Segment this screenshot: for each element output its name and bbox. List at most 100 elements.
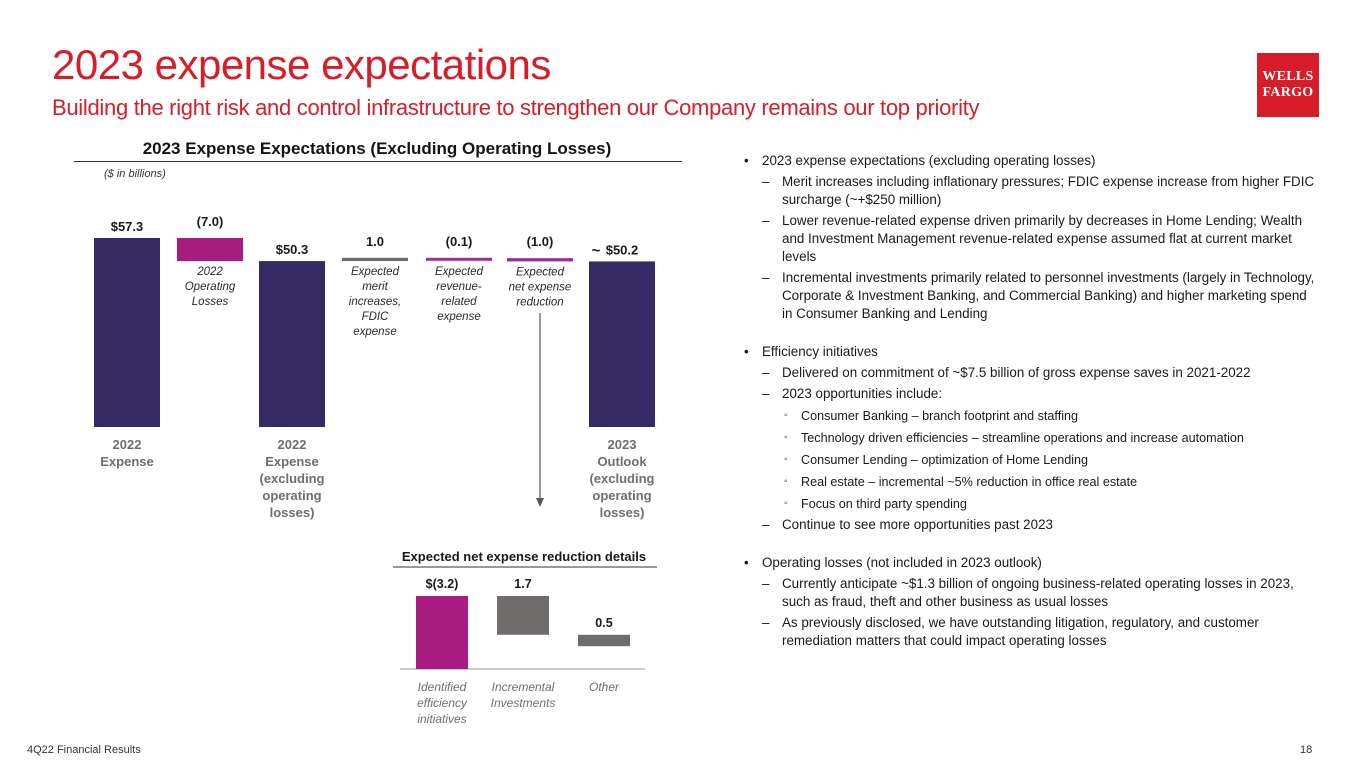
bar-description: net expense — [509, 281, 572, 293]
detail-chart-title: Expected net expense reduction details — [402, 549, 646, 564]
detail-category-label: initiatives — [417, 712, 466, 726]
sub-bullet: – Lower revenue-related expense driven pr… — [762, 213, 1303, 264]
sub-bullet: – Merit increases including inflationary … — [762, 174, 1315, 207]
bar-outlook2023 — [589, 261, 655, 427]
category-label: Expense — [100, 454, 153, 469]
bar-exp2022x — [259, 261, 325, 427]
bar-description: Operating — [185, 281, 236, 293]
bullet-efficiency-heading: Efficiency initiatives — [762, 344, 878, 359]
sub-bullet: – Incremental investments primarily relat… — [762, 270, 1315, 321]
bar-description: expense — [437, 311, 480, 323]
logo-line-2: FARGO — [1262, 85, 1314, 100]
arrow-head-icon — [536, 498, 544, 507]
bar-description: Expected — [351, 266, 400, 278]
chart-title-rule — [74, 161, 682, 162]
units-note: ($ in billions) — [104, 168, 166, 180]
bar-description: merit — [362, 281, 388, 293]
category-label: losses) — [270, 505, 315, 520]
bullet-expenses-heading: 2023 expense expectations (excluding ope… — [762, 153, 1096, 168]
bar-description: FDIC — [362, 311, 390, 323]
bullet-marker: • — [744, 555, 749, 570]
detail-category-label: Identified — [418, 680, 467, 694]
sub-bullet: –2023 opportunities include: — [762, 386, 943, 401]
sub-sub-bullet: ◦ Focus on third party spending — [784, 497, 967, 511]
bar-description: Expected — [516, 266, 565, 278]
bullet-marker: • — [744, 344, 749, 359]
bar-label-exp2022: $57.3 — [111, 219, 144, 234]
approx-prefix-outlook2023: ~ — [592, 242, 601, 259]
category-label: Expense — [265, 454, 318, 469]
sub-bullet-text: Lower revenue-related expense driven pri… — [782, 213, 1303, 264]
category-label: operating — [592, 488, 651, 503]
sub-bullet-text: Merit increases including inflationary p… — [782, 174, 1315, 207]
category-label: losses) — [600, 505, 645, 520]
commentary-bullets: • 2023 expense expectations (excluding op… — [744, 152, 1319, 650]
sub-bullet-text: As previously disclosed, we have outstan… — [782, 615, 1259, 648]
bar-exp2022 — [94, 238, 160, 427]
sub-bullet-text: Currently anticipate ~$1.3 billion of on… — [782, 576, 1294, 609]
bullet-oplosses-heading: Operating losses (not included in 2023 o… — [762, 555, 1042, 570]
detail-category-label: Investments — [491, 696, 556, 710]
sub-bullet: – As previously disclosed, we have outsta… — [762, 615, 1259, 648]
bullet-efficiency: • Efficiency initiatives — [744, 343, 1319, 361]
bar-label-exp2022x: $50.3 — [276, 242, 309, 257]
detail-bar-2 — [578, 634, 630, 647]
logo-line-1: WELLS — [1262, 69, 1314, 84]
page-number: 18 — [1300, 744, 1313, 756]
sub-sub-bullet: ◦ Real estate – incremental ~5% reduction… — [784, 475, 1138, 489]
footer-label: 4Q22 Financial Results — [27, 744, 141, 756]
detail-bar-label: 1.7 — [514, 577, 531, 591]
sub-sub-bullet-text: Technology driven efficiencies – streaml… — [801, 431, 1244, 445]
category-label: (excluding — [589, 471, 654, 486]
waterfall-chart-title: 2023 Expense Expectations (Excluding Ope… — [142, 139, 612, 158]
sub-sub-bullet: ◦ Consumer Banking – branch footprint and… — [784, 409, 1079, 423]
sub-bullet: – Delivered on commitment of ~$7.5 billio… — [762, 365, 1251, 380]
detail-bar-label: $(3.2) — [426, 577, 459, 591]
category-label: operating — [262, 488, 321, 503]
bar-merit — [342, 257, 408, 262]
bar-description: revenue- — [436, 281, 482, 293]
sub-sub-bullet-text: Consumer Banking – branch footprint and … — [801, 409, 1079, 423]
bar-description: related — [441, 296, 477, 308]
category-label: Outlook — [597, 454, 647, 469]
detail-bar-1 — [497, 596, 549, 635]
wells-fargo-logo: WELLS FARGO — [1257, 53, 1319, 117]
bar-label-outlook2023: $50.2 — [606, 242, 639, 257]
bar-label-oplosses: (7.0) — [197, 214, 224, 229]
sub-bullet-text: 2023 opportunities include: — [782, 386, 943, 401]
bullet-operating-losses: • Operating losses (not included in 2023 … — [744, 554, 1319, 572]
detail-bar-0 — [416, 596, 468, 669]
sub-bullet: – Continue to see more opportunities past… — [762, 517, 1053, 532]
page-title: 2023 expense expectations — [52, 41, 551, 88]
bar-description: 2022 — [196, 266, 223, 278]
detail-category-label: Incremental — [492, 680, 555, 694]
sub-bullet-text: Incremental investments primarily relate… — [782, 270, 1315, 321]
category-label: 2022 — [278, 437, 307, 452]
category-label: 2023 — [608, 437, 637, 452]
sub-sub-bullet-text: Consumer Lending – optimization of Home … — [801, 453, 1089, 467]
sub-bullet: – Currently anticipate ~$1.3 billion of o… — [762, 576, 1294, 609]
expense-charts: $57.3 2022 Expense (7.0) 2022 Operating Losses… — [94, 214, 657, 726]
detail-category-label: Other — [589, 680, 620, 694]
bar-description: Losses — [192, 296, 229, 308]
detail-bar-label: 0.5 — [595, 616, 612, 630]
bullet-marker: • — [744, 153, 749, 168]
bar-description: Expected — [435, 266, 484, 278]
bar-label-netred: (1.0) — [527, 234, 554, 249]
sub-sub-bullet-text: Real estate – incremental ~5% reduction … — [801, 475, 1138, 489]
bar-label-merit: 1.0 — [366, 234, 384, 249]
bar-description: reduction — [516, 296, 563, 308]
bar-revenue — [426, 257, 492, 261]
sub-bullet-text: Continue to see more opportunities past … — [782, 517, 1053, 532]
category-label: (excluding — [259, 471, 324, 486]
page-subtitle: Building the right risk and control infr… — [52, 95, 980, 120]
bar-label-revenue: (0.1) — [446, 234, 473, 249]
category-label: 2022 — [113, 437, 142, 452]
bar-description: increases, — [349, 296, 401, 308]
sub-sub-bullet: ◦ Consumer Lending – optimization of Home… — [784, 453, 1089, 467]
sub-sub-bullet-text: Focus on third party spending — [801, 497, 967, 511]
bar-netred — [507, 258, 573, 262]
detail-category-label: efficiency — [417, 696, 468, 710]
sub-sub-bullet: ◦ Technology driven efficiencies – stream… — [784, 431, 1244, 445]
sub-bullet-text: Delivered on commitment of ~$7.5 billion… — [782, 365, 1251, 380]
